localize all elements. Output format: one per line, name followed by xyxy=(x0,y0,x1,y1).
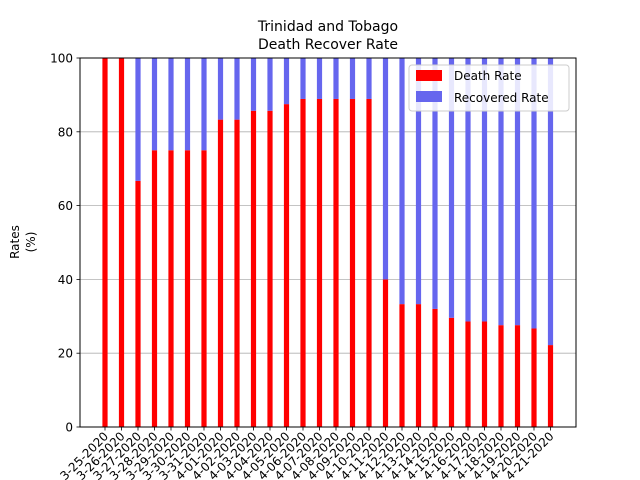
bar-death-rate xyxy=(151,150,158,427)
legend-swatch-death-rate xyxy=(416,70,442,81)
y-tick-label: 80 xyxy=(58,125,73,139)
bar-death-rate xyxy=(333,98,339,428)
bar-death-rate xyxy=(118,58,125,427)
bar-death-rate xyxy=(267,110,273,427)
legend-swatch-recovered-rate xyxy=(416,91,442,102)
bar-death-rate xyxy=(349,98,356,428)
y-tick-label: 40 xyxy=(58,273,73,287)
bar-recovered-rate xyxy=(448,58,455,318)
bar-death-rate xyxy=(448,317,455,427)
bar-recovered-rate xyxy=(135,58,141,181)
bar-death-rate xyxy=(102,58,108,427)
bar-death-rate xyxy=(498,325,504,427)
chart-title-line-2: Death Recover Rate xyxy=(258,37,398,53)
bar-recovered-rate xyxy=(399,58,405,305)
bar-death-rate xyxy=(135,180,141,427)
y-axis-label-line-1: Rates xyxy=(8,225,22,259)
bar-recovered-rate xyxy=(366,58,372,99)
bar-death-rate xyxy=(184,150,191,427)
bar-death-rate xyxy=(300,98,306,428)
bar-death-rate xyxy=(316,98,323,428)
bar-recovered-rate xyxy=(514,58,521,326)
bars xyxy=(102,58,554,428)
bar-recovered-rate xyxy=(250,58,257,111)
y-axis-label-line-2: (%) xyxy=(24,232,38,253)
legend-label-recovered-rate: Recovered Rate xyxy=(454,91,549,105)
bar-recovered-rate xyxy=(234,58,240,120)
bar-recovered-rate xyxy=(531,58,537,329)
bar-death-rate xyxy=(514,325,521,427)
bar-recovered-rate xyxy=(349,58,356,99)
bar-recovered-rate xyxy=(184,58,191,151)
bar-recovered-rate xyxy=(415,58,422,305)
y-tick-label: 60 xyxy=(58,199,73,213)
bar-recovered-rate xyxy=(465,58,471,322)
y-tick-label: 0 xyxy=(65,421,73,435)
bar-death-rate xyxy=(168,150,174,427)
bar-death-rate xyxy=(415,304,422,427)
bar-death-rate xyxy=(465,321,471,427)
plot-frame xyxy=(79,57,577,428)
bar-recovered-rate xyxy=(316,58,323,99)
bar-death-rate xyxy=(217,119,224,428)
bar-death-rate xyxy=(250,110,257,427)
bar-recovered-rate xyxy=(217,58,224,120)
bar-death-rate xyxy=(234,119,240,428)
y-tick-label: 20 xyxy=(58,347,73,361)
y-tick-label: 100 xyxy=(50,52,73,66)
bar-death-rate xyxy=(366,98,372,428)
bar-death-rate xyxy=(481,321,488,427)
bar-recovered-rate xyxy=(432,58,438,309)
bar-death-rate xyxy=(531,328,537,427)
bar-recovered-rate xyxy=(498,58,504,326)
bar-recovered-rate xyxy=(201,58,207,151)
bar-recovered-rate xyxy=(168,58,174,151)
bar-death-rate xyxy=(283,104,290,427)
bar-death-rate xyxy=(201,150,207,427)
bar-death-rate xyxy=(382,279,389,427)
bar-recovered-rate xyxy=(481,58,488,322)
legend: Death Rate Recovered Rate xyxy=(408,64,570,112)
bar-recovered-rate xyxy=(333,58,339,99)
chart-title-line-1: Trinidad and Tobago xyxy=(257,19,398,35)
bar-death-rate xyxy=(432,308,438,427)
bar-recovered-rate xyxy=(151,58,158,151)
bar-recovered-rate xyxy=(283,58,290,105)
bar-recovered-rate xyxy=(382,58,389,280)
legend-box xyxy=(408,64,570,112)
legend-label-death-rate: Death Rate xyxy=(454,69,522,83)
x-axis: 3-25-20203-26-20203-27-20203-28-20203-29… xyxy=(57,427,557,480)
bar-death-rate xyxy=(399,304,405,427)
bar-death-rate xyxy=(547,345,554,427)
bar-recovered-rate xyxy=(300,58,306,99)
bar-recovered-rate xyxy=(547,58,554,346)
bar-recovered-rate xyxy=(267,58,273,111)
y-axis: 0 20 40 60 80 100 xyxy=(50,52,80,435)
